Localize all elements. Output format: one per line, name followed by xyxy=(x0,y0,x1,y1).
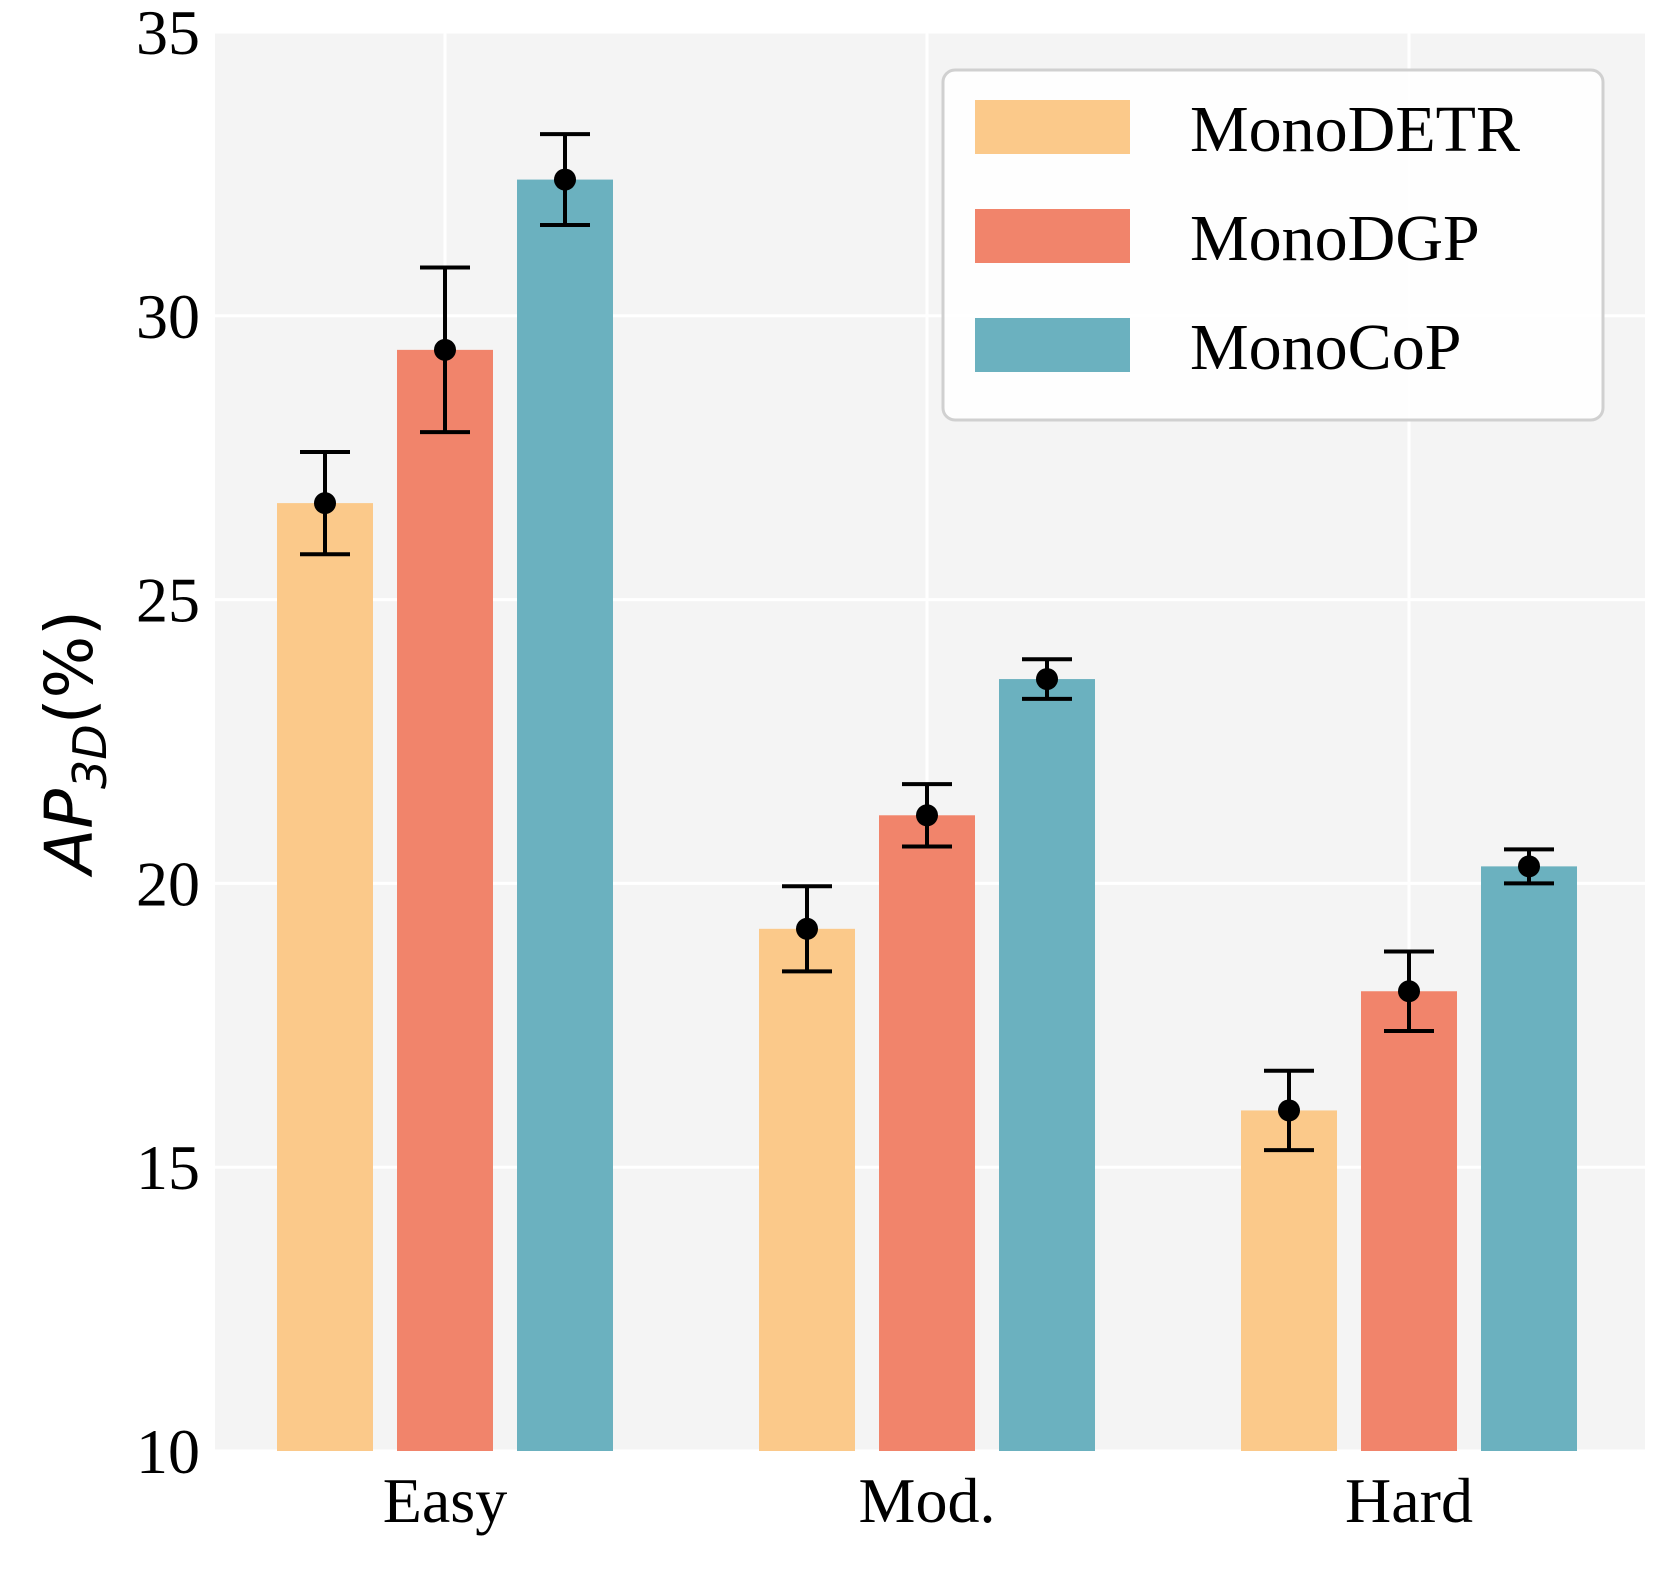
mean-point-MonoDGP-Mod. xyxy=(916,804,938,827)
x-tick-label-Hard: Hard xyxy=(1345,1465,1473,1536)
legend-label-MonoCoP: MonoCoP xyxy=(1190,311,1461,384)
y-axis-ticks: 10 15 20 25 30 35 xyxy=(136,0,200,1487)
bar-MonoCoP-Hard xyxy=(1481,866,1577,1451)
x-tick-label-Easy: Easy xyxy=(383,1465,507,1536)
y-tick-label-35: 35 xyxy=(136,0,200,68)
mean-point-MonoDGP-Easy xyxy=(434,338,456,361)
mean-point-MonoCoP-Easy xyxy=(554,168,576,191)
y-tick-label-20: 20 xyxy=(136,848,200,919)
y-axis-title-suffix: (%) xyxy=(31,610,108,724)
mean-point-MonoDGP-Hard xyxy=(1398,980,1420,1003)
bar-MonoDGP-Easy xyxy=(397,349,493,1452)
bar-MonoDGP-Hard xyxy=(1361,991,1457,1451)
mean-point-MonoDETR-Easy xyxy=(314,492,336,515)
mean-point-MonoDETR-Hard xyxy=(1278,1099,1300,1122)
y-axis-title: AP3D(%) xyxy=(31,610,117,878)
legend-swatch-MonoDETR xyxy=(975,100,1130,154)
y-axis-title-main: AP xyxy=(31,789,108,878)
mean-point-MonoCoP-Mod. xyxy=(1036,668,1058,691)
y-tick-label-25: 25 xyxy=(136,565,200,636)
bar-MonoCoP-Mod. xyxy=(999,679,1095,1451)
bar-MonoDGP-Mod. xyxy=(879,815,975,1451)
mean-point-MonoDETR-Mod. xyxy=(796,917,818,940)
bar-MonoDETR-Easy xyxy=(277,503,373,1451)
legend-swatch-MonoDGP xyxy=(975,209,1130,263)
bar-MonoCoP-Easy xyxy=(517,179,613,1451)
legend-label-MonoDGP: MonoDGP xyxy=(1190,202,1480,275)
x-tick-label-Mod.: Mod. xyxy=(859,1465,996,1536)
mean-point-MonoCoP-Hard xyxy=(1518,855,1540,878)
bar-MonoDETR-Mod. xyxy=(759,928,855,1451)
y-tick-label-30: 30 xyxy=(136,281,200,352)
y-axis-title-subscript: 3D xyxy=(63,724,117,789)
legend-label-MonoDETR: MonoDETR xyxy=(1190,93,1520,166)
x-axis-ticks: Easy Mod. Hard xyxy=(383,1465,1473,1536)
y-tick-label-15: 15 xyxy=(136,1132,200,1203)
bar-MonoDETR-Hard xyxy=(1241,1110,1337,1451)
error-bars xyxy=(300,132,1554,1153)
y-axis-label: AP3D(%) xyxy=(31,610,117,878)
legend: MonoDETR MonoDGP MonoCoP xyxy=(941,68,1605,422)
y-tick-label-10: 10 xyxy=(136,1416,200,1487)
legend-swatch-MonoCoP xyxy=(975,318,1130,372)
bars xyxy=(277,179,1577,1452)
